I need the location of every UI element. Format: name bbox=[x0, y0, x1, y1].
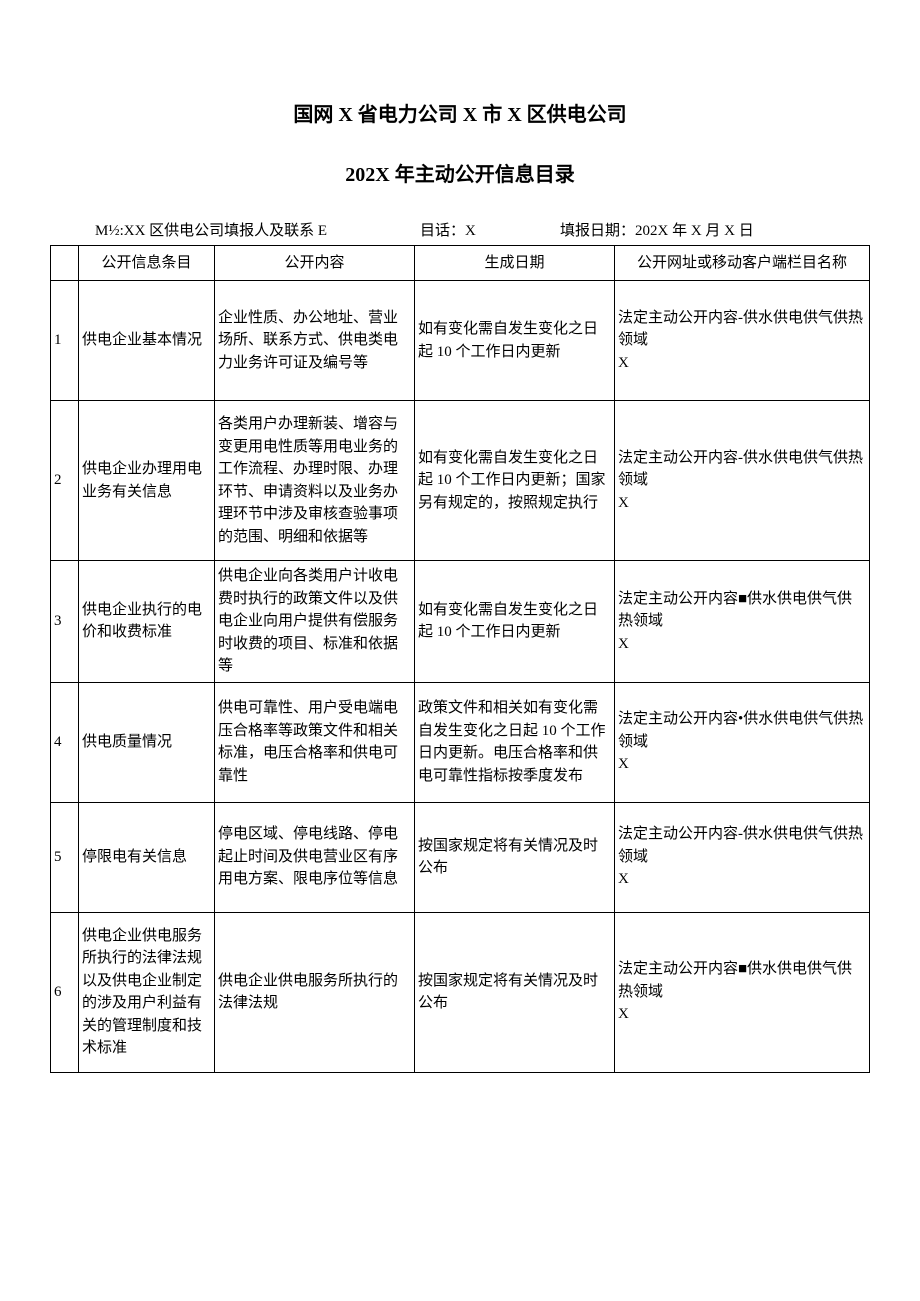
meta-date: 填报日期：202X 年 X 月 X 日 bbox=[560, 220, 870, 243]
cell-num: 5 bbox=[51, 802, 79, 912]
cell-content: 供电企业供电服务所执行的法律法规 bbox=[215, 912, 415, 1072]
meta-reporter: M½:XX 区供电公司填报人及联系 E bbox=[50, 220, 420, 243]
cell-date: 政策文件和相关如有变化需自发生变化之日起 10 个工作日内更新。电压合格率和供电… bbox=[415, 682, 615, 802]
header-date: 生成日期 bbox=[415, 245, 615, 281]
cell-content: 供电企业向各类用户计收电费时执行的政策文件以及供电企业向用户提供有偿服务时收费的… bbox=[215, 561, 415, 683]
cell-date: 按国家规定将有关情况及时公布 bbox=[415, 802, 615, 912]
cell-item: 供电企业基本情况 bbox=[79, 281, 215, 401]
table-row: 5 停限电有关信息 停电区域、停电线路、停电起止时间及供电营业区有序用电方案、限… bbox=[51, 802, 870, 912]
cell-date: 如有变化需自发生变化之日起 10 个工作日内更新 bbox=[415, 281, 615, 401]
table-row: 1 供电企业基本情况 企业性质、办公地址、营业场所、联系方式、供电类电力业务许可… bbox=[51, 281, 870, 401]
cell-date: 如有变化需自发生变化之日起 10 个工作日内更新 bbox=[415, 561, 615, 683]
table-row: 2 供电企业办理用电业务有关信息 各类用户办理新装、增容与变更用电性质等用电业务… bbox=[51, 401, 870, 561]
cell-date: 如有变化需自发生变化之日起 10 个工作日内更新；国家另有规定的，按照规定执行 bbox=[415, 401, 615, 561]
table-row: 3 供电企业执行的电价和收费标准 供电企业向各类用户计收电费时执行的政策文件以及… bbox=[51, 561, 870, 683]
cell-url: 法定主动公开内容■供水供电供气供热领域X bbox=[615, 912, 870, 1072]
cell-item: 供电企业办理用电业务有关信息 bbox=[79, 401, 215, 561]
document-title-line1: 国网 X 省电力公司 X 市 X 区供电公司 bbox=[50, 100, 870, 130]
header-content: 公开内容 bbox=[215, 245, 415, 281]
cell-content: 停电区域、停电线路、停电起止时间及供电营业区有序用电方案、限电序位等信息 bbox=[215, 802, 415, 912]
table-row: 4 供电质量情况 供电可靠性、用户受电端电压合格率等政策文件和相关标准，电压合格… bbox=[51, 682, 870, 802]
cell-url: 法定主动公开内容-供水供电供气供热领域X bbox=[615, 281, 870, 401]
cell-item: 供电质量情况 bbox=[79, 682, 215, 802]
cell-num: 1 bbox=[51, 281, 79, 401]
meta-phone: 目话：X bbox=[420, 220, 560, 243]
cell-content: 企业性质、办公地址、营业场所、联系方式、供电类电力业务许可证及编号等 bbox=[215, 281, 415, 401]
cell-num: 6 bbox=[51, 912, 79, 1072]
cell-content: 供电可靠性、用户受电端电压合格率等政策文件和相关标准，电压合格率和供电可靠性 bbox=[215, 682, 415, 802]
cell-num: 4 bbox=[51, 682, 79, 802]
cell-num: 3 bbox=[51, 561, 79, 683]
cell-item: 供电企业供电服务所执行的法律法规以及供电企业制定的涉及用户利益有关的管理制度和技… bbox=[79, 912, 215, 1072]
cell-date: 按国家规定将有关情况及时公布 bbox=[415, 912, 615, 1072]
header-url: 公开网址或移动客户端栏目名称 bbox=[615, 245, 870, 281]
header-item: 公开信息条目 bbox=[79, 245, 215, 281]
disclosure-table: 公开信息条目 公开内容 生成日期 公开网址或移动客户端栏目名称 1 供电企业基本… bbox=[50, 245, 870, 1073]
document-title-line2: 202X 年主动公开信息目录 bbox=[50, 160, 870, 190]
cell-content: 各类用户办理新装、增容与变更用电性质等用电业务的工作流程、办理时限、办理环节、申… bbox=[215, 401, 415, 561]
cell-url: 法定主动公开内容•供水供电供气供热领域X bbox=[615, 682, 870, 802]
cell-url: 法定主动公开内容-供水供电供气供热领域X bbox=[615, 401, 870, 561]
cell-url: 法定主动公开内容■供水供电供气供热领域X bbox=[615, 561, 870, 683]
meta-info-row: M½:XX 区供电公司填报人及联系 E 目话：X 填报日期：202X 年 X 月… bbox=[50, 220, 870, 243]
cell-item: 停限电有关信息 bbox=[79, 802, 215, 912]
cell-item: 供电企业执行的电价和收费标准 bbox=[79, 561, 215, 683]
cell-url: 法定主动公开内容-供水供电供气供热领域X bbox=[615, 802, 870, 912]
table-header-row: 公开信息条目 公开内容 生成日期 公开网址或移动客户端栏目名称 bbox=[51, 245, 870, 281]
header-num bbox=[51, 245, 79, 281]
cell-num: 2 bbox=[51, 401, 79, 561]
table-row: 6 供电企业供电服务所执行的法律法规以及供电企业制定的涉及用户利益有关的管理制度… bbox=[51, 912, 870, 1072]
